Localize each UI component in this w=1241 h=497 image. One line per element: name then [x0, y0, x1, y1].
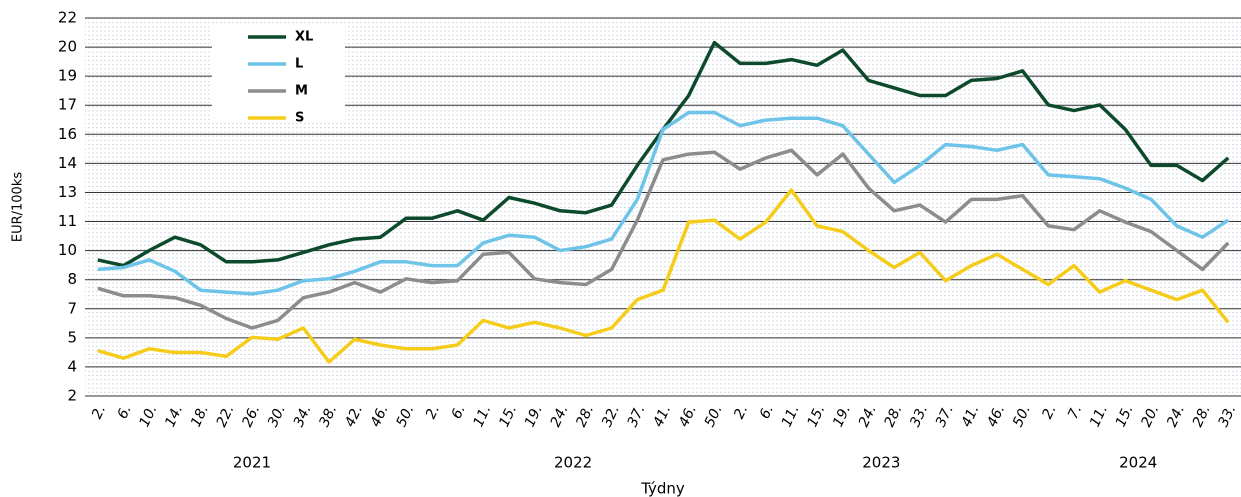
x-tick-label: 7.	[1065, 403, 1085, 422]
x-tick-label: 19.	[522, 403, 546, 430]
x-tick-label: 50.	[393, 403, 417, 430]
series-line	[97, 188, 1230, 364]
x-tick-label: 50.	[702, 403, 726, 430]
x-tick-label: 24.	[856, 403, 880, 430]
x-tick-label: 26.	[239, 403, 263, 430]
y-axis-title: EUR/100ks	[11, 172, 26, 242]
x-tick-label: 19.	[830, 403, 854, 430]
x-axis-title: Týdny	[640, 480, 685, 497]
year-label: 2023	[862, 454, 900, 472]
x-tick-label: 46.	[676, 403, 700, 430]
legend-label: L	[295, 57, 303, 72]
x-tick-label: 42.	[342, 403, 366, 430]
x-tick-label: 41.	[959, 403, 983, 430]
x-tick-label: 28.	[1190, 403, 1214, 430]
x-tick-label: 6.	[757, 403, 777, 422]
y-tick-label: 13	[58, 183, 77, 201]
x-tick-label: 15.	[804, 403, 828, 430]
legend-box	[212, 25, 345, 120]
year-label: 2021	[233, 454, 271, 472]
x-tick-label: 15.	[1113, 403, 1137, 430]
x-tick-label: 6.	[115, 403, 135, 422]
x-tick-label: 11.	[779, 403, 803, 430]
y-tick-label: 11	[58, 212, 77, 230]
x-tick-label: 18.	[188, 403, 212, 430]
x-tick-label: 41.	[650, 403, 674, 430]
series-line	[97, 148, 1230, 330]
x-tick-label: 15.	[496, 403, 520, 430]
x-tick-label: 33.	[1215, 403, 1239, 430]
year-label: 2024	[1119, 454, 1157, 472]
x-tick-label: 46.	[984, 403, 1008, 430]
x-tick-label: 28.	[573, 403, 597, 430]
y-tick-label: 16	[58, 125, 77, 143]
y-tick-label: 7	[67, 299, 77, 317]
x-tick-label: 33.	[907, 403, 931, 430]
y-tick-label: 14	[58, 154, 77, 172]
x-tick-label: 2.	[731, 403, 751, 422]
y-tick-label: 8	[67, 270, 77, 288]
x-tick-label: 2.	[1039, 403, 1059, 422]
y-tick-label: 2	[67, 387, 77, 405]
x-tick-label: 34.	[291, 403, 315, 430]
y-tick-label: 17	[58, 96, 77, 114]
y-tick-label: 20	[58, 38, 77, 56]
legend-label: M	[295, 84, 308, 99]
x-tick-label: 20.	[1138, 403, 1162, 430]
x-tick-label: 11.	[1087, 403, 1111, 430]
x-tick-label: 24.	[1164, 403, 1188, 430]
x-tick-label: 10.	[137, 403, 161, 430]
x-tick-label: 32.	[599, 403, 623, 430]
legend-label: S	[295, 111, 304, 126]
x-tick-label: 22.	[214, 403, 238, 430]
x-tick-label: 28.	[882, 403, 906, 430]
x-tick-label: 37.	[625, 403, 649, 430]
y-tick-label: 19	[58, 67, 77, 85]
legend: XL LMS	[212, 25, 345, 126]
x-tick-label: 50.	[1010, 403, 1034, 430]
x-tick-label: 30.	[265, 403, 289, 430]
x-tick-label: 11.	[471, 403, 495, 430]
x-tick-label: 24.	[548, 403, 572, 430]
x-tick-label: 46.	[368, 403, 392, 430]
y-tick-label: 10	[58, 241, 77, 259]
x-tick-label: 38.	[316, 403, 340, 430]
x-tick-label: 2.	[89, 403, 109, 422]
y-tick-label: 4	[67, 357, 77, 375]
y-tick-label: 22	[58, 9, 77, 27]
year-label: 2022	[554, 454, 592, 472]
legend-label: XL	[295, 30, 313, 45]
x-tick-label: 6.	[449, 403, 469, 422]
series-line	[97, 110, 1230, 296]
x-tick-label: 37.	[933, 403, 957, 430]
x-tick-label: 2.	[423, 403, 443, 422]
x-tick-label: 14.	[162, 403, 186, 430]
y-tick-label: 5	[67, 328, 77, 346]
